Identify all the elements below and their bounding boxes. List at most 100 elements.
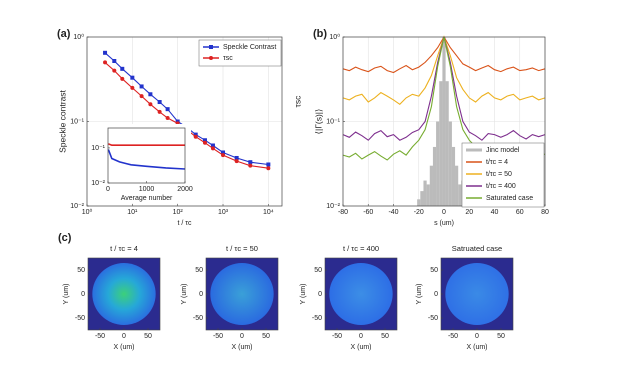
bar — [445, 81, 449, 206]
y-tick-label: 10⁰ — [73, 33, 84, 41]
x-axis-label: X (um) — [232, 344, 253, 351]
y-axis-label: Y (um) — [181, 284, 188, 305]
y-tick-label: 10⁰ — [329, 33, 340, 41]
y-tick-label: 50 — [430, 267, 438, 274]
x-tick-label: 40 — [491, 209, 499, 216]
x-tick-label: 0 — [240, 333, 244, 340]
x-tick-label: -50 — [213, 333, 223, 340]
x-axis-label: X (um) — [114, 344, 135, 351]
y-tick-label: 10⁻² — [70, 203, 84, 210]
legend-label: Speckle Contrast — [223, 44, 276, 51]
x-tick-label: 50 — [497, 333, 505, 340]
x-tick-label: -60 — [363, 209, 373, 216]
bar — [451, 146, 456, 206]
data-point — [148, 102, 153, 107]
x-axis-label: X (um) — [351, 344, 372, 351]
plot-frame — [324, 257, 398, 331]
x-tick-label: -50 — [332, 333, 342, 340]
x-tick-label: 50 — [262, 333, 270, 340]
panel-title: t / τc = 400 — [343, 244, 379, 253]
y-tick-label: 10⁻² — [91, 180, 105, 187]
data-point — [103, 50, 108, 55]
x-tick-label: 60 — [516, 209, 524, 216]
series-line — [107, 149, 186, 170]
image-spot — [445, 263, 509, 325]
x-tick-label: -50 — [95, 333, 105, 340]
legend-label: Saturated case — [486, 195, 533, 202]
data-point — [221, 150, 226, 155]
y-tick-label: -50 — [312, 315, 322, 322]
legend-label: t/τc = 4 — [486, 159, 508, 166]
x-tick-label: 0 — [106, 186, 110, 193]
data-point — [120, 76, 125, 81]
plot-frame — [205, 257, 279, 331]
data-point — [248, 163, 253, 168]
bar — [436, 121, 440, 206]
panel-label: (b) — [313, 28, 327, 40]
panel-label: (c) — [58, 232, 72, 244]
y-tick-label: 50 — [77, 267, 85, 274]
data-point — [221, 153, 226, 158]
y-tick-label: -50 — [193, 315, 203, 322]
x-axis-label: X (um) — [467, 344, 488, 351]
x-axis-label: Average number — [121, 195, 173, 202]
data-point — [139, 84, 144, 89]
data-point — [120, 66, 125, 71]
x-tick-label: 80 — [541, 209, 549, 216]
bar — [455, 165, 459, 206]
panel-title: t / τc = 50 — [226, 244, 258, 253]
y-tick-label: 0 — [318, 291, 322, 298]
data-point — [266, 162, 271, 167]
x-tick-label: 50 — [144, 333, 152, 340]
data-point — [234, 159, 239, 164]
y-tick-label: 10⁻² — [326, 203, 340, 210]
y-axis-label: ⟨|Γ(s)|⟩ — [313, 109, 323, 135]
legend-marker — [209, 56, 213, 60]
inset-background — [96, 124, 191, 203]
y-tick-label: 0 — [199, 291, 203, 298]
x-tick-label: 0 — [442, 209, 446, 216]
data-point — [202, 140, 207, 145]
x-tick-label: 20 — [465, 209, 473, 216]
x-tick-label: -50 — [448, 333, 458, 340]
bar — [442, 37, 446, 206]
y-axis-label: Y (um) — [63, 284, 70, 305]
x-tick-label: 10³ — [218, 209, 229, 216]
legend-label: t/τc = 400 — [486, 183, 516, 190]
data-point — [266, 166, 271, 171]
data-point — [210, 143, 215, 148]
x-tick-label: 0 — [359, 333, 363, 340]
plot-frame — [86, 36, 283, 207]
bar — [432, 146, 437, 206]
data-point — [210, 146, 215, 151]
x-tick-label: 1000 — [139, 186, 155, 193]
y-axis-label: Y (um) — [300, 284, 307, 305]
y-axis-label: Speckle contrast — [57, 89, 67, 152]
x-tick-label: -80 — [338, 209, 348, 216]
bar — [417, 199, 421, 206]
y-axis-label: Y (um) — [416, 284, 423, 305]
bar — [448, 121, 452, 206]
x-tick-label: 50 — [381, 333, 389, 340]
data-point — [130, 75, 135, 80]
data-point — [112, 68, 117, 73]
panel-title: t / τc = 4 — [110, 244, 138, 253]
data-point — [248, 160, 253, 165]
data-point — [165, 107, 170, 112]
y-tick-label: 10⁻¹ — [70, 118, 84, 125]
bar — [426, 184, 430, 206]
x-tick-label: 10⁴ — [263, 209, 274, 216]
x-tick-label: 2000 — [177, 186, 193, 193]
x-tick-label: 0 — [475, 333, 479, 340]
data-point — [202, 138, 207, 143]
bar — [439, 81, 443, 206]
legend-label: Jinc model — [486, 147, 520, 154]
legend — [198, 39, 282, 67]
x-tick-label: -40 — [388, 209, 398, 216]
data-point — [165, 116, 170, 121]
image-spot — [329, 263, 393, 325]
y-tick-label: 10⁻¹ — [326, 118, 340, 125]
y-tick-label: 50 — [314, 267, 322, 274]
panel-label: (a) — [57, 28, 71, 40]
x-tick-label: -20 — [414, 209, 424, 216]
